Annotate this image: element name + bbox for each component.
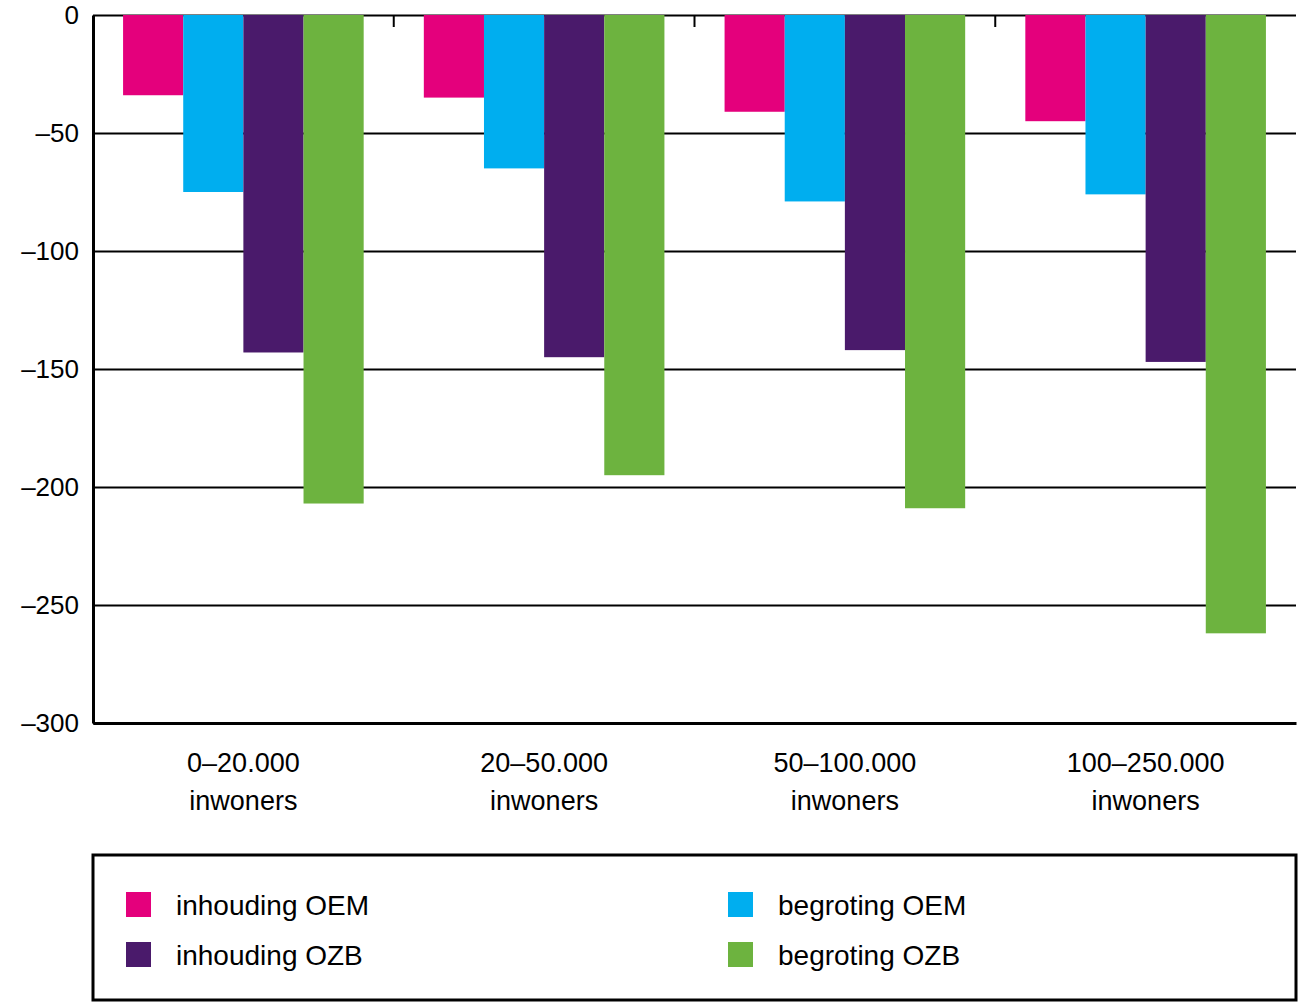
bar: [183, 15, 243, 192]
x-tick-label: 100–250.000 inwoners: [1067, 748, 1225, 816]
legend-swatch: [728, 942, 753, 967]
y-axis: –300 –250 –200 –150 –100 –50 0: [21, 0, 1296, 738]
x-tick: 20–50.000 inwoners: [480, 723, 608, 816]
x-tick-label-line: inwoners: [791, 786, 899, 816]
legend-frame: [93, 855, 1296, 1000]
group-separator: [393, 15, 395, 27]
group-separator: [994, 15, 996, 27]
bar: [243, 15, 303, 352]
x-tick-label-line: inwoners: [490, 786, 598, 816]
y-tick: –250: [21, 590, 1296, 620]
y-tick-label: –200: [21, 472, 79, 502]
bar: [1085, 15, 1145, 194]
y-tick-label: –100: [21, 236, 79, 266]
x-tick-label-line: inwoners: [1092, 786, 1200, 816]
bar: [544, 15, 604, 357]
x-tick-label-line: 100–250.000: [1067, 748, 1225, 778]
group-separator: [694, 15, 696, 27]
bar: [725, 15, 785, 112]
legend-label: begroting OZB: [778, 940, 960, 971]
y-tick-label: –150: [21, 354, 79, 384]
bars: [123, 15, 1266, 633]
x-tick-label-line: 50–100.000: [774, 748, 917, 778]
legend-label: inhouding OEM: [176, 890, 369, 921]
x-tick-label: 50–100.000 inwoners: [774, 748, 917, 816]
legend-swatch: [728, 892, 753, 917]
bar: [304, 15, 364, 504]
x-tick: 100–250.000 inwoners: [1067, 723, 1225, 816]
bar: [424, 15, 484, 98]
legend-label: begroting OEM: [778, 890, 966, 921]
bar: [123, 15, 183, 95]
x-tick-label: 20–50.000 inwoners: [480, 748, 608, 816]
y-tick-label: –50: [36, 118, 79, 148]
y-tick: –300: [21, 708, 1296, 738]
x-tick-label-line: 20–50.000: [480, 748, 608, 778]
bar: [1025, 15, 1085, 121]
bar: [604, 15, 664, 475]
grid-line: [93, 605, 1296, 607]
bar: [785, 15, 845, 201]
legend-swatch: [126, 942, 151, 967]
chart: –300 –250 –200 –150 –100 –50 0 0–20.000 inwoners…: [0, 0, 1299, 1004]
bar: [1206, 15, 1266, 633]
legend: inhouding OEM begroting OEM inhouding OZB b…: [93, 855, 1296, 1000]
grid-line: [93, 487, 1296, 489]
legend-swatch: [126, 892, 151, 917]
x-tick: 0–20.000 inwoners: [187, 723, 300, 816]
x-axis: 0–20.000inwoners20–50.000inwoners50–100.…: [94, 723, 1297, 816]
x-tick-label-line: inwoners: [189, 786, 297, 816]
legend-label: inhouding OZB: [176, 940, 363, 971]
x-tick-label-line: 0–20.000: [187, 748, 300, 778]
bar: [1146, 15, 1206, 362]
x-tick: 50–100.000 inwoners: [774, 723, 917, 816]
bar: [905, 15, 965, 508]
y-tick-label: –300: [21, 708, 79, 738]
y-tick-label: 0: [65, 0, 79, 30]
grid-line: [93, 723, 1296, 725]
x-tick-label: 0–20.000 inwoners: [187, 748, 300, 816]
grid-line: [93, 369, 1296, 371]
x-axis-line: [94, 722, 1297, 725]
y-tick-label: –250: [21, 590, 79, 620]
bar: [484, 15, 544, 168]
y-tick: –200: [21, 472, 1296, 502]
bar: [845, 15, 905, 350]
